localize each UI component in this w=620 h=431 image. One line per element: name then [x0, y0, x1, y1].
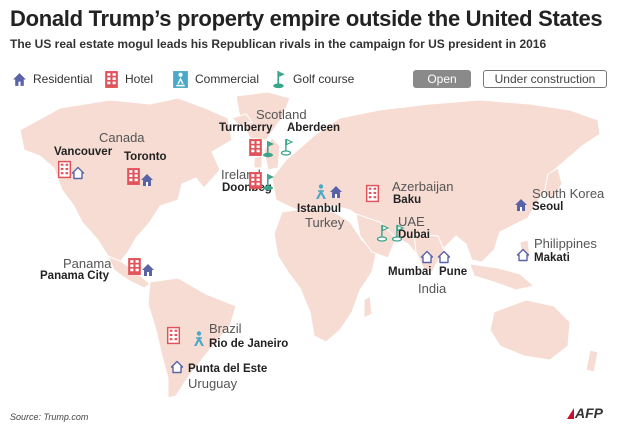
turnberry-hotel-icon: [248, 138, 263, 157]
dubai-golf-icon-1: [376, 224, 390, 242]
city-seoul: Seoul: [532, 201, 564, 213]
doonbeg-hotel-icon: [248, 171, 263, 190]
country-azerbaijan: Azerbaijan: [392, 179, 454, 194]
country-scotland: Scotland: [256, 107, 307, 122]
country-brazil: Brazil: [209, 321, 242, 336]
doonbeg-golf-icon: [262, 173, 276, 191]
commercial-icon: [172, 70, 189, 89]
page-subtitle: The US real estate mogul leads his Repub…: [10, 37, 547, 51]
istanbul-commercial-icon: [313, 183, 329, 201]
legend-hotel-label: Hotel: [125, 72, 154, 86]
iceland-landmass: [231, 113, 253, 127]
afp-logo: AFP: [567, 405, 603, 421]
legend-residential-label: Residential: [33, 72, 93, 86]
africa-landmass: [273, 207, 377, 343]
country-canada: Canada: [99, 130, 145, 145]
city-toronto: Toronto: [124, 151, 167, 163]
city-panama-city: Panama City: [40, 270, 110, 282]
pune-residential-icon: [437, 250, 451, 264]
country-india: India: [418, 281, 447, 296]
city-vancouver: Vancouver: [54, 146, 113, 158]
north-america-landmass: [19, 97, 233, 263]
seoul-residential-icon: [514, 198, 528, 212]
country-uruguay: Uruguay: [188, 376, 238, 391]
eurasia-landmass: [271, 99, 601, 263]
city-istanbul: Istanbul: [297, 203, 342, 215]
vancouver-residential-icon: [71, 166, 85, 180]
panama-residential-icon: [141, 263, 155, 277]
legend-under-construction-pill: Under construction: [483, 70, 607, 88]
istanbul-residential-icon: [329, 185, 343, 199]
country-south-korea: South Korea: [532, 186, 605, 201]
hotel-icon: [104, 70, 119, 89]
legend-residential: Residential: [12, 68, 92, 90]
country-uae: UAE: [398, 214, 425, 229]
mumbai-residential-icon: [420, 250, 434, 264]
turnberry-golf-icon: [262, 140, 276, 158]
rio-commercial-icon: [191, 330, 207, 348]
legend-golf: Golf course: [272, 68, 354, 90]
residential-icon: [12, 72, 27, 87]
dubai-golf-icon-2: [391, 224, 405, 242]
arabia-landmass: [355, 213, 397, 259]
city-rio-de-janeiro: Rio de Janeiro: [209, 338, 289, 350]
country-turkey: Turkey: [305, 215, 345, 230]
country-philippines: Philippines: [534, 236, 597, 251]
city-dubai: Dubai: [398, 229, 430, 241]
country-panama: Panama: [63, 256, 112, 271]
city-aberdeen: Aberdeen: [287, 122, 341, 134]
city-makati: Makati: [534, 252, 570, 264]
legend-commercial-label: Commercial: [195, 72, 260, 86]
baku-hotel-icon: [365, 184, 380, 203]
golf-course-icon: [272, 70, 287, 89]
afp-logo-mark: [567, 408, 574, 419]
legend-open-pill: Open: [413, 70, 471, 88]
city-mumbai: Mumbai: [388, 266, 432, 278]
australia-landmass: [489, 299, 571, 361]
legend-golf-label: Golf course: [293, 72, 355, 86]
toronto-hotel-icon: [126, 167, 141, 186]
makati-residential-icon: [516, 248, 530, 262]
aberdeen-golf-icon: [280, 138, 294, 156]
page-title: Donald Trump’s property empire outside t…: [10, 6, 603, 31]
rio-hotel-icon: [166, 326, 181, 345]
toronto-residential-icon: [140, 173, 154, 187]
city-turnberry: Turnberry: [219, 122, 273, 134]
vancouver-hotel-icon: [57, 160, 72, 179]
new-zealand-landmass: [585, 349, 599, 373]
legend-hotel: Hotel: [104, 68, 153, 90]
city-punta-del-este: Punta del Este: [188, 363, 268, 375]
ireland-landmass: [253, 155, 263, 169]
indonesia-landmass: [469, 263, 536, 291]
city-pune: Pune: [439, 266, 468, 278]
city-baku: Baku: [393, 194, 422, 206]
legend-commercial: Commercial: [172, 68, 259, 90]
panama-hotel-icon: [127, 257, 142, 276]
punta-residential-icon: [170, 360, 184, 374]
south-america-landmass: [147, 277, 237, 399]
japan-landmass: [543, 167, 563, 201]
afp-logo-text: AFP: [575, 405, 603, 421]
source-note: Source: Trump.com: [10, 412, 89, 422]
madagascar-landmass: [363, 295, 373, 319]
